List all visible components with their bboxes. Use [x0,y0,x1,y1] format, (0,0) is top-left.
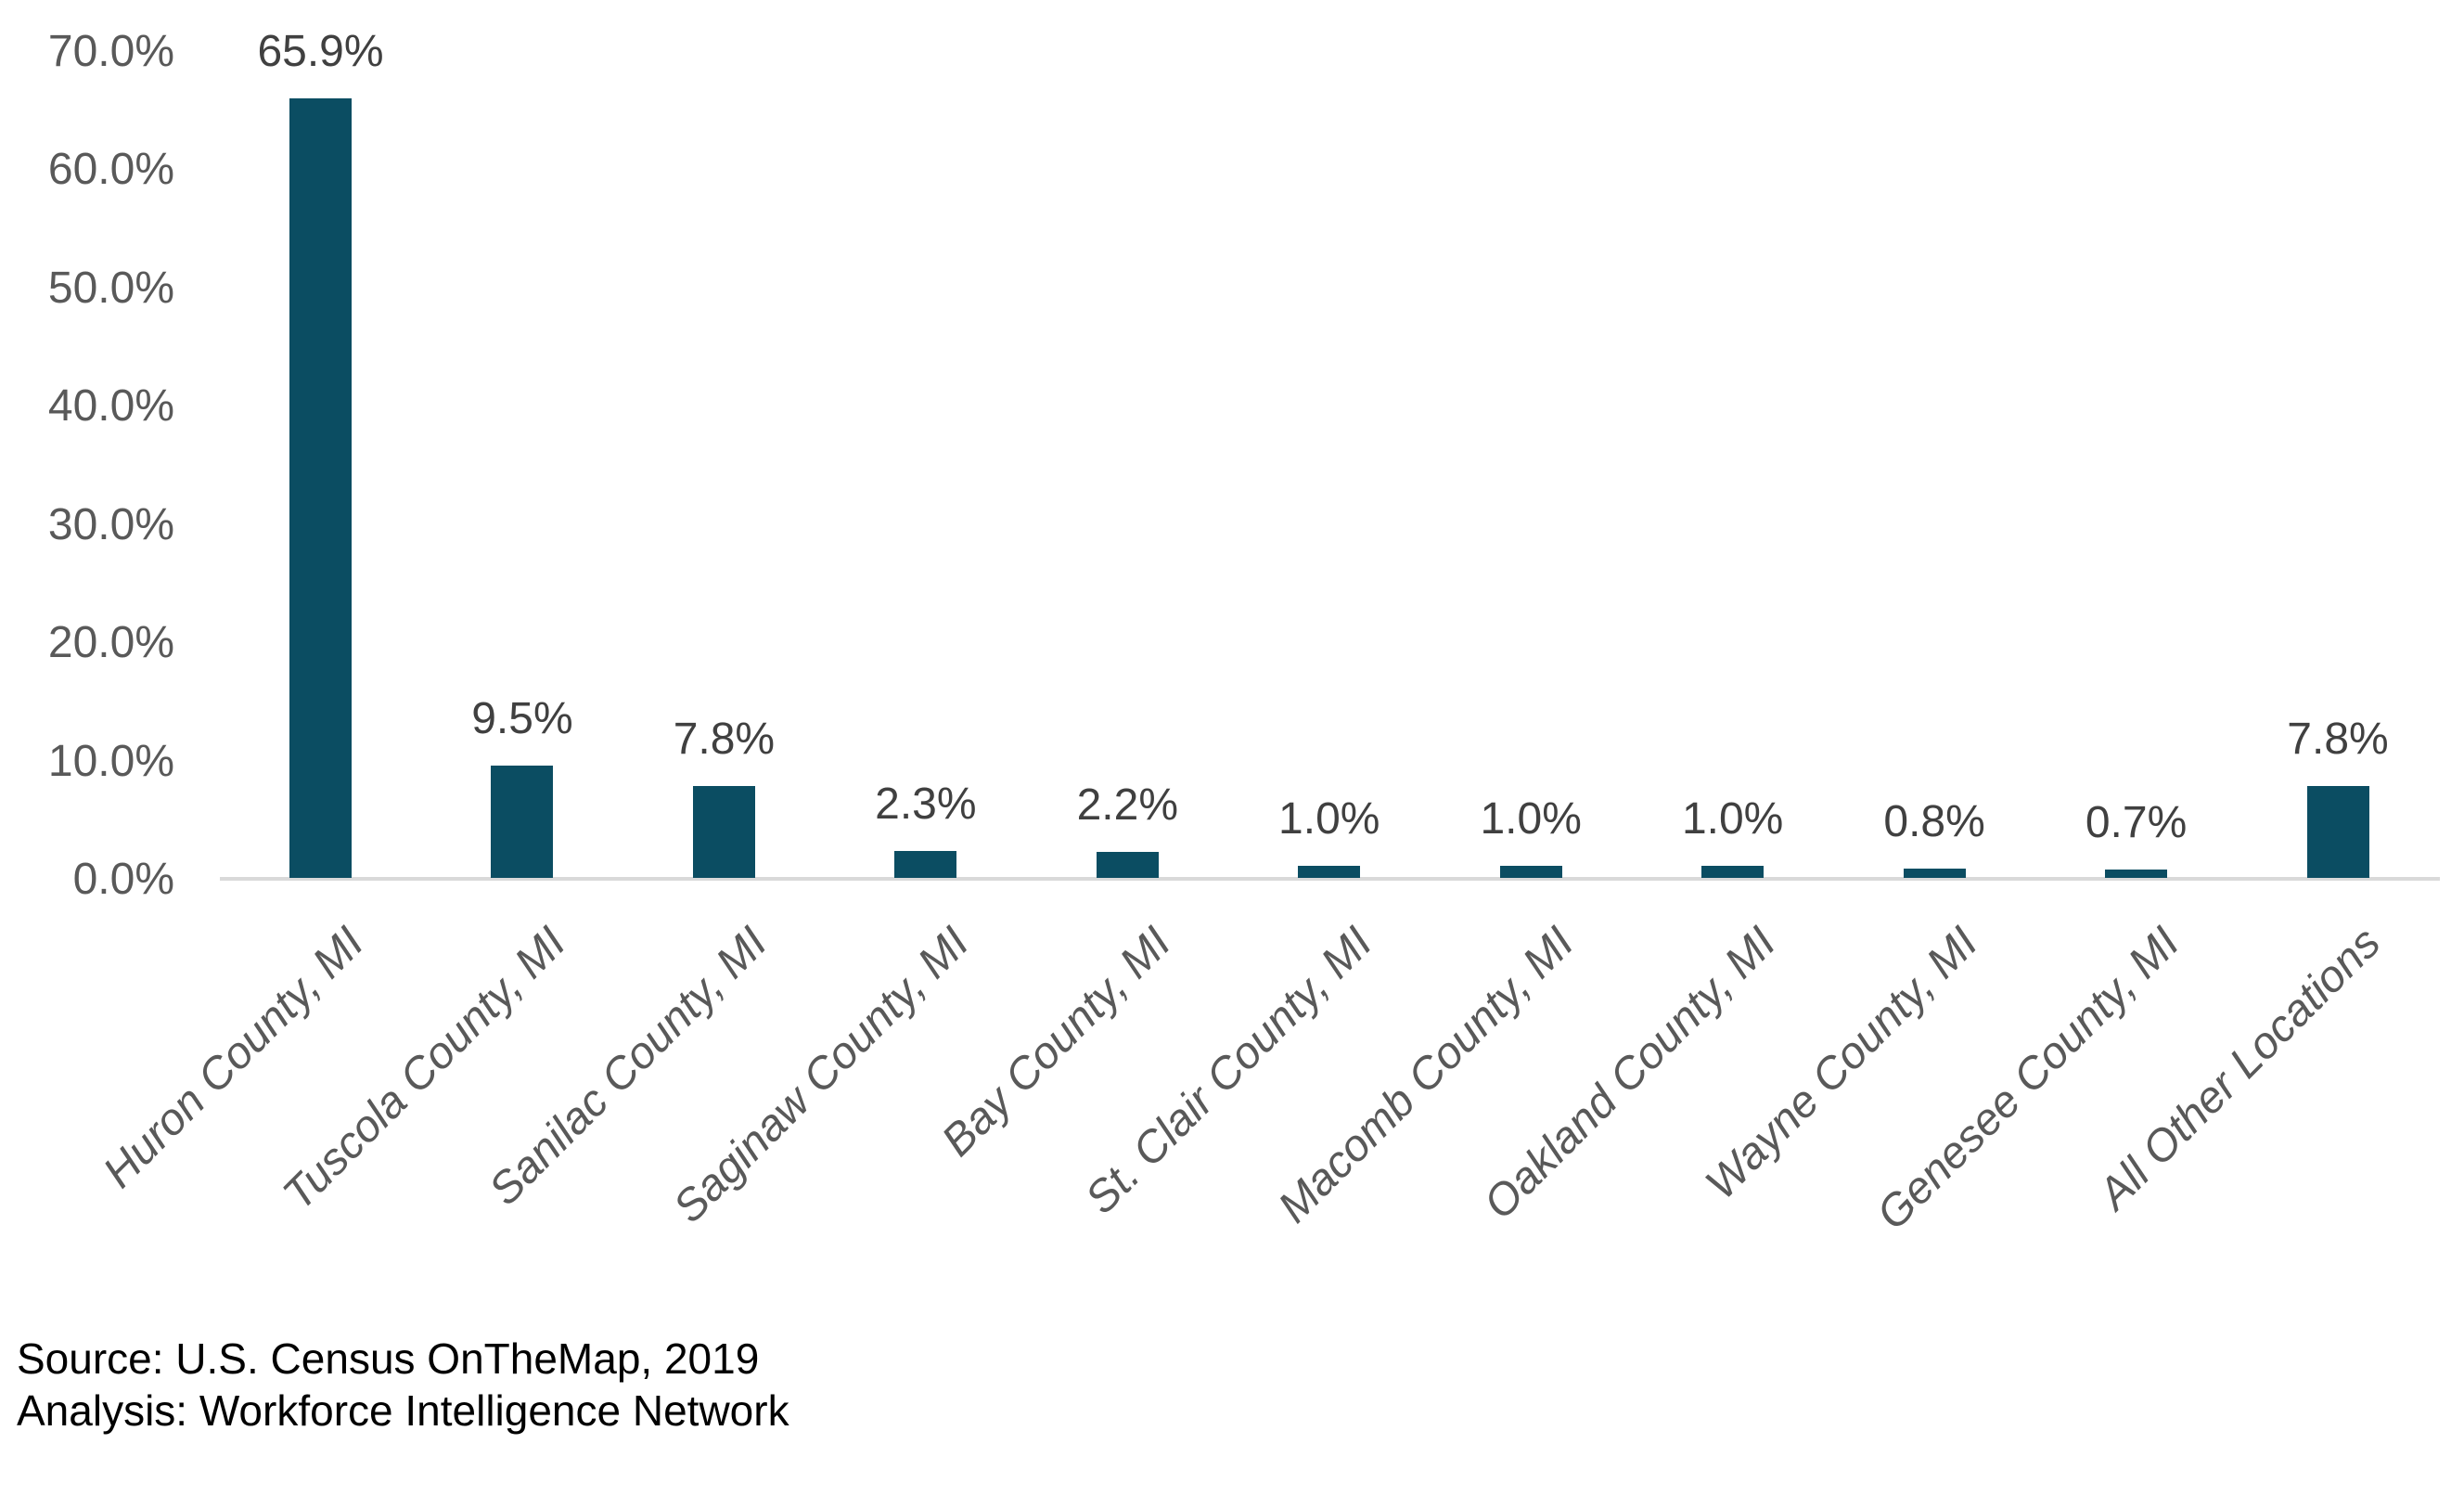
bar [1903,868,1966,878]
bar [491,765,554,878]
bar-value-label: 2.2% [1076,780,1178,830]
bar [1499,866,1562,878]
y-axis-tick-label: 10.0% [47,736,174,786]
bar-value-label: 65.9% [257,27,384,77]
bar [894,850,957,878]
y-axis-tick-label: 50.0% [47,263,174,313]
source-line: Source: U.S. Census OnTheMap, 2019 [17,1334,760,1383]
y-axis-tick-label: 70.0% [47,27,174,76]
analysis-line: Analysis: Workforce Intelligence Network [17,1386,789,1435]
y-axis-tick-label: 40.0% [47,381,174,432]
y-axis-tick-label: 60.0% [47,145,174,195]
source-note: Source: U.S. Census OnTheMap, 2019 Analy… [17,1333,789,1437]
bar [692,785,755,878]
bar-value-label: 7.8% [673,714,776,764]
bar-value-label: 2.3% [875,779,977,829]
bar-value-label: 1.0% [1278,794,1380,844]
bar-value-label: 1.0% [1681,794,1784,844]
x-axis-line [220,877,2440,881]
bar [1701,866,1765,878]
bar-value-label: 1.0% [1480,794,1582,844]
bar [1096,851,1159,878]
bar-value-label: 7.8% [2287,714,2389,764]
y-axis-tick-label: 20.0% [47,618,174,668]
bar-value-label: 9.5% [471,693,573,743]
bar [289,98,352,878]
bar [1298,866,1361,878]
bar [2105,870,2168,878]
y-axis-tick-label: 0.0% [72,855,174,904]
bar-value-label: 0.8% [1883,796,1985,846]
y-axis-tick-label: 30.0% [47,499,174,549]
bar [2306,785,2369,878]
bar-value-label: 0.7% [2085,798,2188,848]
